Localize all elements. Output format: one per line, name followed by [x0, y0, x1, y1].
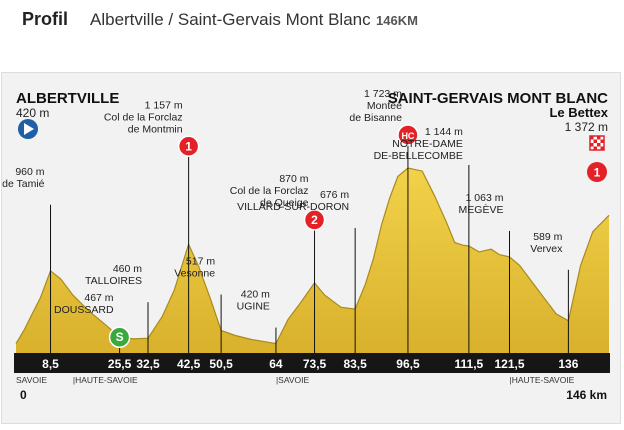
header: Profil Albertville / Saint-Gervais Mont …: [0, 0, 624, 44]
km-label: 73,5: [303, 357, 327, 371]
page-title: Profil: [22, 9, 69, 29]
marker-name: Montée: [367, 100, 402, 112]
marker-altitude: 870 m: [279, 173, 308, 185]
axis-end-label: 146 km: [566, 388, 607, 402]
marker-name: VILLARD-SUR-DORON: [237, 201, 349, 213]
svg-text:1: 1: [594, 166, 601, 180]
marker-altitude: 517 m: [186, 255, 215, 267]
km-label: 136: [558, 357, 578, 371]
marker-name: Col de la Forclaz: [104, 111, 183, 123]
km-label: 8,5: [42, 357, 59, 371]
marker-name: Vervex: [530, 243, 563, 255]
marker-altitude: 1 144 m: [425, 126, 463, 138]
marker-altitude: 1 063 m: [466, 192, 504, 204]
distance-labels: 8,5 25,5 32,5 42,5 50,5 64 73,5 83,5 96,5 111,5 12…: [42, 357, 579, 371]
start-altitude: 420 m: [16, 106, 49, 120]
km-label: 25,5: [108, 357, 132, 371]
km-label: 121,5: [494, 357, 524, 371]
climb-badge-icon: HC: [397, 124, 419, 146]
marker-name-2: DE-BELLECOMBE: [374, 150, 463, 162]
finish-altitude: 1 372 m: [565, 120, 608, 134]
start-icon: [18, 119, 38, 139]
km-label: 32,5: [136, 357, 160, 371]
marker-altitude: 460 m: [113, 263, 142, 275]
profile-panel: 8,5 25,5 32,5 42,5 50,5 64 73,5 83,5 96,5 111,5 12…: [0, 72, 621, 424]
svg-text:1: 1: [185, 139, 192, 153]
marker-name: DOUSSARD: [54, 304, 114, 316]
climb-badge-icon: 2: [303, 209, 326, 231]
marker-name: Collet de Tamié: [2, 178, 45, 190]
km-label: 50,5: [209, 357, 233, 371]
km-label: 42,5: [177, 357, 201, 371]
svg-text:2: 2: [311, 213, 318, 227]
marker-name: TALLOIRES: [85, 275, 142, 287]
km-label: 83,5: [343, 357, 367, 371]
marker-altitude: 467 m: [84, 292, 113, 304]
marker-altitude: 676 m: [320, 189, 349, 201]
marker-name-2: de Queige: [260, 197, 309, 209]
marker-altitude: 589 m: [533, 231, 562, 243]
distance-bar: [14, 353, 610, 373]
marker-name: NOTRE-DAME: [392, 138, 463, 150]
svg-text:S: S: [116, 330, 124, 344]
marker-altitude: 420 m: [241, 289, 270, 301]
km-label: 96,5: [396, 357, 420, 371]
sprint-badge-icon: S: [108, 326, 131, 348]
marker-name-2: de Montmin: [128, 123, 183, 135]
axis-start-label: 0: [20, 388, 27, 402]
climb-badge-icon: 1: [177, 135, 200, 158]
stage-distance: 146KM: [376, 13, 418, 28]
finish-climb-badge-icon: 1: [587, 162, 607, 182]
region-label: |HAUTE-SAVOIE: [73, 375, 138, 385]
marker-altitude: 960 m: [15, 166, 44, 178]
region-labels: SAVOIE |HAUTE-SAVOIE |SAVOIE |HAUTE-SAVOIE: [16, 375, 575, 385]
marker-name: MEGÈVE: [459, 203, 504, 216]
marker-altitude: 1 723 m: [364, 88, 402, 100]
finish-flag-icon: [589, 135, 605, 151]
region-label: SAVOIE: [16, 375, 47, 385]
region-label: |HAUTE-SAVOIE: [509, 375, 574, 385]
marker-name: Vesonne: [174, 267, 215, 279]
marker-name: Col de la Forclaz: [230, 185, 309, 197]
km-label: 64: [269, 357, 283, 371]
region-label: |SAVOIE: [276, 375, 310, 385]
finish-name-2: Le Bettex: [549, 105, 608, 120]
marker-name-2: de Bisanne: [349, 112, 402, 124]
elevation-area: [16, 168, 609, 353]
marker-lines: [50, 127, 569, 353]
marker-altitude: 1 157 m: [145, 99, 183, 111]
marker-name: UGINE: [237, 301, 270, 313]
start-name: ALBERTVILLE: [16, 90, 119, 107]
stage-route: Albertville / Saint-Gervais Mont Blanc: [90, 10, 371, 29]
km-label: 111,5: [455, 357, 484, 371]
elevation-profile-chart: 8,5 25,5 32,5 42,5 50,5 64 73,5 83,5 96,5 111,5 12…: [0, 88, 610, 402]
svg-text:HC: HC: [401, 131, 414, 141]
finish-name: SAINT-GERVAIS MONT BLANC: [388, 90, 608, 107]
